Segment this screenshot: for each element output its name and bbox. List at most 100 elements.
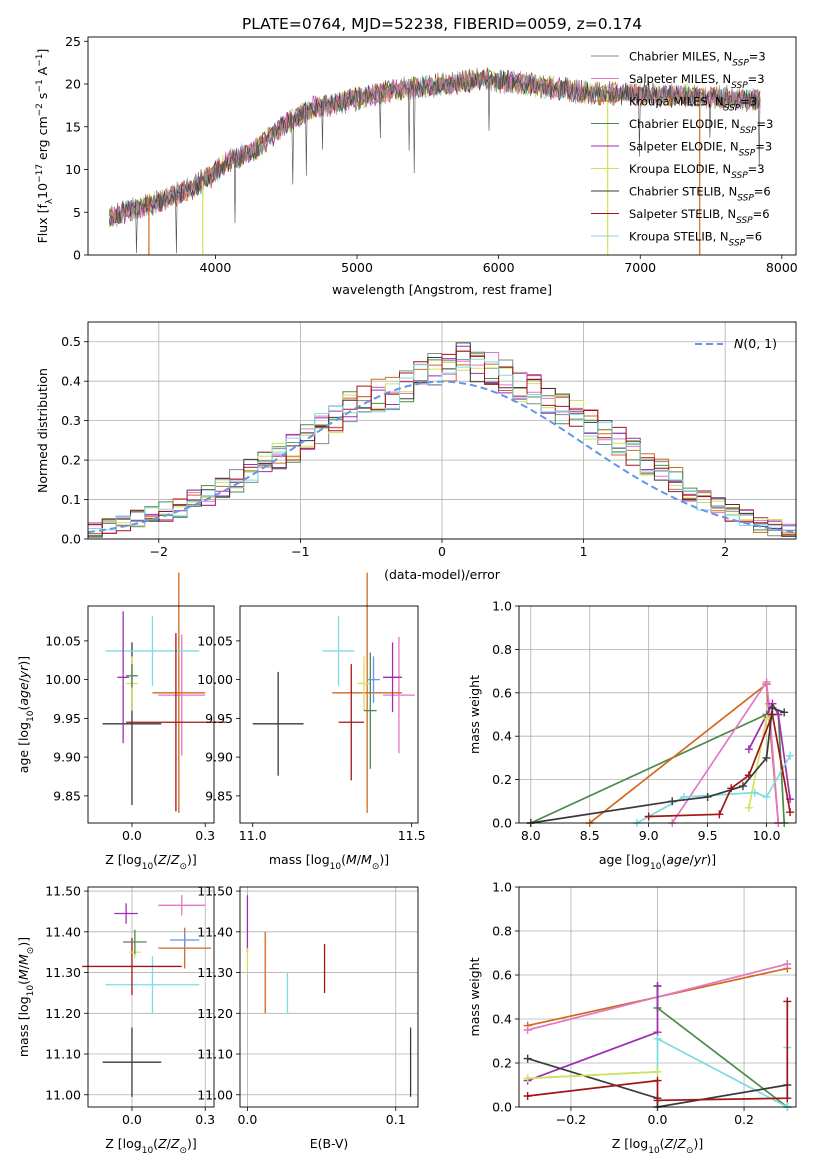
legend-label: Salpeter STELIB, NSSP=6 xyxy=(629,207,770,226)
y-tick-label: 11.40 xyxy=(45,924,81,939)
x-tick-label: 10.0 xyxy=(753,828,781,843)
legend-label: N(0, 1) xyxy=(734,336,777,351)
plot-marks xyxy=(82,895,212,1097)
spectrum-line xyxy=(108,70,761,254)
x-axis-label: Z [log10(Z/Z⊙)] xyxy=(612,1136,704,1156)
y-tick-label: 11.00 xyxy=(45,1087,81,1102)
legend-label: Kroupa STELIB, NSSP=6 xyxy=(629,230,762,249)
y-tick-label: 0.2 xyxy=(492,772,512,787)
chart-residuals: −2 −1 0 1 2 0.0 0.1 0.2 0.3 0.4 0.5 (data-model)/er… xyxy=(35,321,797,582)
y-tick-label: 0.0 xyxy=(61,532,81,547)
y-tick-label: 9.85 xyxy=(53,788,81,803)
x-tick-label: 4000 xyxy=(200,260,232,275)
x-tick-label: 11.0 xyxy=(239,828,267,843)
plot-marks xyxy=(252,572,415,813)
y-tick-label: 9.90 xyxy=(205,750,233,765)
y-tick-label: 11.30 xyxy=(197,965,233,980)
x-axis-label: mass [log10(M/M⊙)] xyxy=(269,852,389,872)
plot-marks xyxy=(246,895,412,1097)
chart-mass_vs_EBV: 0.0 0.1 11.00 11.10 11.20 11.30 11.40 11.50 E(B-… xyxy=(197,884,419,1151)
x-tick-label: 0.3 xyxy=(195,1112,215,1127)
y-tick-label: 0.8 xyxy=(492,924,512,939)
plot-area xyxy=(88,606,214,823)
x-tick-label: 0.0 xyxy=(648,1112,668,1127)
y-tick-label: 20 xyxy=(65,77,81,92)
series-marker xyxy=(762,792,771,801)
y-axis-label: mass weight xyxy=(467,675,482,754)
y-tick-label: 15 xyxy=(65,119,81,134)
series-marker xyxy=(750,788,759,797)
x-tick-label: 0.1 xyxy=(386,1112,406,1127)
axes-frame xyxy=(87,605,215,824)
y-tick-label: 0.2 xyxy=(492,1056,512,1071)
x-tick-label: 0 xyxy=(438,544,446,559)
x-axis-label: E(B-V) xyxy=(310,1136,349,1151)
series-marker xyxy=(744,803,753,812)
series-marker xyxy=(653,1067,662,1076)
series-marker xyxy=(786,751,795,760)
series-marker xyxy=(653,1096,662,1105)
y-tick-label: 11.10 xyxy=(197,1047,233,1062)
series-marker xyxy=(668,797,677,806)
y-axis-label: mass weight xyxy=(467,957,482,1036)
weight-series xyxy=(527,1070,658,1080)
y-tick-label: 11.40 xyxy=(197,924,233,939)
series-marker xyxy=(644,812,653,821)
y-tick-label: 0.3 xyxy=(61,413,81,428)
x-tick-label: 9.5 xyxy=(698,828,718,843)
series-marker xyxy=(786,808,795,817)
x-tick-label: 7000 xyxy=(624,260,656,275)
legend: Chabrier MILES, NSSP=3 Salpeter MILES, NS… xyxy=(591,50,773,249)
y-tick-label: 11.00 xyxy=(197,1087,233,1102)
series-marker xyxy=(762,753,771,762)
x-axis-label: wavelength [Angstrom, rest frame] xyxy=(332,282,552,297)
plot-marks xyxy=(102,572,226,813)
y-axis-label: Normed distribution xyxy=(35,368,50,493)
series-marker xyxy=(783,960,792,968)
chart-age_vs_Z: 0.0 0.3 9.85 9.90 9.95 10.00 10.05 Z [log10(Z/Z… xyxy=(16,572,226,872)
x-tick-label: 8000 xyxy=(766,260,798,275)
x-tick-label: −1 xyxy=(291,544,309,559)
y-tick-label: 0.6 xyxy=(492,685,512,700)
legend-label: Salpeter MILES, NSSP=3 xyxy=(629,72,765,91)
x-axis-label: age [log10(age/yr)] xyxy=(599,852,716,872)
series-marker xyxy=(653,982,662,990)
y-tick-label: 10 xyxy=(65,162,81,177)
series-marker xyxy=(523,1092,532,1100)
y-tick-label: 0.2 xyxy=(61,453,81,468)
chart-spectrum: 4000 5000 6000 7000 8000 0 5 10 15 20 25 wavelength… xyxy=(35,34,798,297)
x-tick-label: 11.5 xyxy=(398,828,426,843)
x-axis-label: Z [log10(Z/Z⊙)] xyxy=(105,852,197,872)
legend-label: Chabrier STELIB, NSSP=6 xyxy=(629,185,771,204)
y-tick-label: 11.50 xyxy=(197,884,233,899)
y-tick-label: 0.8 xyxy=(492,642,512,657)
y-tick-label: 11.20 xyxy=(197,1006,233,1021)
x-tick-label: −2 xyxy=(150,544,168,559)
plot-area xyxy=(88,887,214,1107)
y-tick-label: 0.0 xyxy=(492,816,512,831)
plot-area xyxy=(88,37,796,255)
series-marker xyxy=(715,810,724,819)
x-tick-label: 0.2 xyxy=(734,1112,754,1127)
weight-series xyxy=(648,711,791,818)
series-marker xyxy=(653,1034,662,1043)
y-tick-label: 9.95 xyxy=(205,711,233,726)
y-tick-label: 11.30 xyxy=(45,965,81,980)
axes-frame xyxy=(518,886,797,1108)
legend-label: Salpeter ELODIE, NSSP=3 xyxy=(629,140,772,159)
series-marker xyxy=(653,1076,662,1085)
series-marker xyxy=(744,745,753,754)
x-tick-label: 6000 xyxy=(483,260,515,275)
y-tick-label: 9.90 xyxy=(53,750,81,765)
y-tick-label: 9.85 xyxy=(205,788,233,803)
axes-frame xyxy=(87,321,797,540)
plot-area xyxy=(240,606,418,823)
series-marker xyxy=(783,1094,792,1103)
y-tick-label: 0.4 xyxy=(61,374,81,389)
y-tick-label: 0.4 xyxy=(492,729,512,744)
axes-frame xyxy=(239,605,419,824)
y-axis-label: mass [log10(M/M⊙)] xyxy=(16,937,36,1057)
chart-age_vs_mass: 11.0 11.5 9.85 9.90 9.95 10.00 10.05 mass [log1… xyxy=(197,572,426,872)
series-marker xyxy=(523,1026,532,1034)
legend-label: Chabrier ELODIE, NSSP=3 xyxy=(629,117,773,136)
